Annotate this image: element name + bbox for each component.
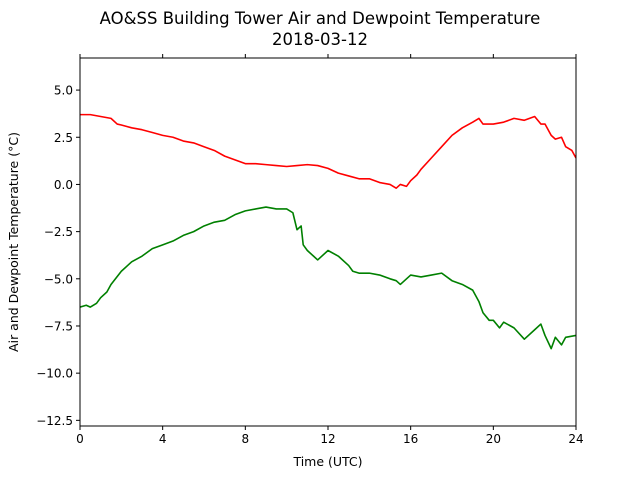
- plot-frame: [79, 57, 577, 427]
- series-line-0: [80, 113, 576, 190]
- series-line-1: [80, 206, 576, 350]
- y-tick-label: −12.5: [36, 414, 73, 428]
- x-tick-label: 8: [242, 432, 250, 446]
- y-tick-label: −2.5: [44, 225, 73, 239]
- y-axis: 5.0 2.5 0.0 −2.5 −5.0 −7.5 −10.0 −12.5: [36, 84, 80, 428]
- plot-area: [80, 113, 576, 350]
- x-axis-label: Time (UTC): [292, 454, 362, 469]
- y-tick-label: 2.5: [54, 131, 73, 145]
- x-tick-label: 16: [403, 432, 418, 446]
- y-tick-label: −7.5: [44, 319, 73, 333]
- x-tick-label: 20: [486, 432, 501, 446]
- chart-subtitle: 2018-03-12: [272, 30, 368, 49]
- y-tick-label: −5.0: [44, 272, 73, 286]
- x-tick-label: 0: [76, 432, 84, 446]
- y-tick-label: −10.0: [36, 367, 73, 381]
- x-tick-label: 4: [159, 432, 167, 446]
- series-layer: [80, 113, 576, 350]
- y-tick-label: 5.0: [54, 84, 73, 98]
- x-tick-label: 12: [320, 432, 335, 446]
- y-tick-label: 0.0: [54, 178, 73, 192]
- y-axis-label: Air and Dewpoint Temperature (°C): [6, 132, 21, 352]
- x-tick-label: 24: [568, 432, 583, 446]
- x-axis: 0 4 8 12 16 20 24: [76, 54, 584, 446]
- chart-title: AO&SS Building Tower Air and Dewpoint Te…: [100, 9, 541, 28]
